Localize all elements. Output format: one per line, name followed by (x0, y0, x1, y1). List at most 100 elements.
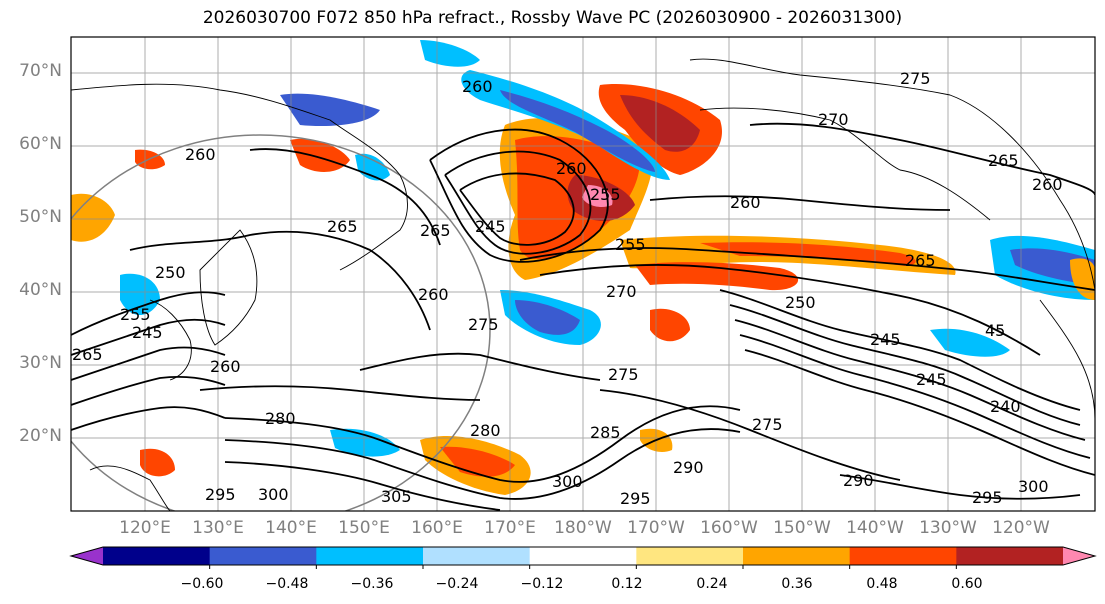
lon-label: 120°E (119, 518, 171, 538)
lon-label: 160°W (700, 518, 758, 538)
contour-label: 245 (132, 323, 163, 342)
contour-label: 260 (462, 77, 493, 96)
contour-label-layer: 260 275 270 260 265 260 260 255 260 265 … (72, 69, 1063, 508)
lon-label: 130°E (192, 518, 244, 538)
colorbar-swatch (423, 547, 531, 565)
warm-anomaly-zonal-core (700, 242, 916, 266)
contour-lines (71, 122, 1095, 511)
colorbar-swatch (956, 547, 1064, 565)
lon-label: 150°W (773, 518, 831, 538)
contour-label: 250 (785, 293, 816, 312)
contour-label: 300 (1018, 477, 1049, 496)
colorbar-swatch (103, 547, 211, 565)
warm-anomaly-tropical-core (440, 446, 515, 477)
lon-label: 130°W (919, 518, 977, 538)
lon-label: 140°W (846, 518, 904, 538)
colorbar-tick-label: −0.24 (435, 576, 479, 592)
lon-label: 170°W (627, 518, 685, 538)
contour-label: 270 (818, 110, 849, 129)
lat-label: 50°N (19, 207, 62, 227)
contour-label: 260 (185, 145, 216, 164)
cool-anomaly-subtropical-east (930, 328, 1010, 357)
contour-label: 265 (327, 217, 358, 236)
contour-label: 260 (418, 285, 449, 304)
contour-label: 250 (155, 263, 186, 282)
warm-spot-philippines (140, 448, 175, 477)
contour-label: 290 (843, 471, 874, 490)
colorbar-tick-label: 0.36 (781, 576, 813, 592)
coastlines (71, 58, 1095, 511)
lat-label: 60°N (19, 134, 62, 154)
contour-label: 285 (590, 423, 621, 442)
colorbar-tick-label: −0.48 (265, 576, 309, 592)
colorbar-swatch (316, 547, 424, 565)
contour-label: 255 (590, 185, 621, 204)
contour-label: 255 (615, 235, 646, 254)
contour-label: 245 (916, 370, 947, 389)
contour-label: 295 (620, 489, 651, 508)
colorbar-tick-label: 0.48 (866, 576, 898, 592)
contour-label: 295 (205, 485, 236, 504)
region-outline (71, 134, 491, 511)
contour-label: 255 (120, 305, 151, 324)
contour-label: 280 (265, 409, 296, 428)
lat-label: 70°N (19, 61, 62, 81)
contour-label: 240 (990, 397, 1021, 416)
strong-anomaly-north (620, 95, 700, 152)
cool-anomaly-band-core (500, 90, 655, 172)
colorbar-tick-label: 0.12 (611, 576, 643, 592)
colorbar (69, 546, 1097, 569)
contour-label: 245 (870, 330, 901, 349)
lon-label: 120°W (992, 518, 1050, 538)
colorbar-swatch (743, 547, 851, 565)
contour-label: 265 (905, 251, 936, 270)
colorbar-tick-label: −0.60 (180, 576, 224, 592)
contour-label: 275 (900, 69, 931, 88)
map-frame (70, 36, 1096, 512)
cool-spot-north-2 (420, 40, 480, 67)
contour-label: 260 (730, 193, 761, 212)
lon-label: 150°E (338, 518, 390, 538)
colorbar-swatch (849, 547, 957, 565)
colorbar-tick-label: −0.12 (520, 576, 564, 592)
lat-label: 20°N (19, 426, 62, 446)
contour-label: 295 (972, 488, 1003, 507)
lon-label: 170°E (484, 518, 536, 538)
cool-spot-north (280, 93, 380, 127)
colorbar-outline (69, 546, 1097, 566)
contour-label: 265 (72, 345, 103, 364)
contour-label: 270 (606, 282, 637, 301)
graticule (71, 37, 1095, 511)
contour-label: 305 (381, 487, 412, 506)
contour-label: 280 (470, 421, 501, 440)
lon-label: 180°W (554, 518, 612, 538)
contour-label: 260 (210, 357, 241, 376)
colorbar-tick-label: 0.24 (696, 576, 728, 592)
contour-label: 265 (420, 221, 451, 240)
cool-anomaly-tropical (330, 428, 400, 457)
contour-label: 275 (608, 365, 639, 384)
colorbar-swatch (636, 547, 744, 565)
contour-label: 265 (988, 151, 1019, 170)
cool-anomaly-midpacific-core (515, 300, 580, 335)
contour-label: 245 (475, 217, 506, 236)
lat-label: 40°N (19, 280, 62, 300)
contour-label: 275 (752, 415, 783, 434)
contour-label: 260 (1032, 175, 1063, 194)
colorbar-swatch (529, 547, 637, 565)
lon-label: 160°E (411, 518, 463, 538)
contour-label: 300 (258, 485, 289, 504)
contour-label: 260 (556, 159, 587, 178)
refractivity-fill-layer (71, 40, 1095, 495)
contour-label: 290 (673, 458, 704, 477)
warm-spot-central (650, 308, 690, 342)
contour-label: 300 (552, 472, 583, 491)
contour-label: 45 (985, 321, 1005, 340)
colorbar-tick-label: −0.36 (350, 576, 394, 592)
cool-spot-japan (120, 273, 160, 315)
colorbar-extend-max (1063, 547, 1095, 565)
warm-spot-siberia (290, 138, 350, 172)
lon-label: 140°E (265, 518, 317, 538)
lat-label: 30°N (19, 353, 62, 373)
